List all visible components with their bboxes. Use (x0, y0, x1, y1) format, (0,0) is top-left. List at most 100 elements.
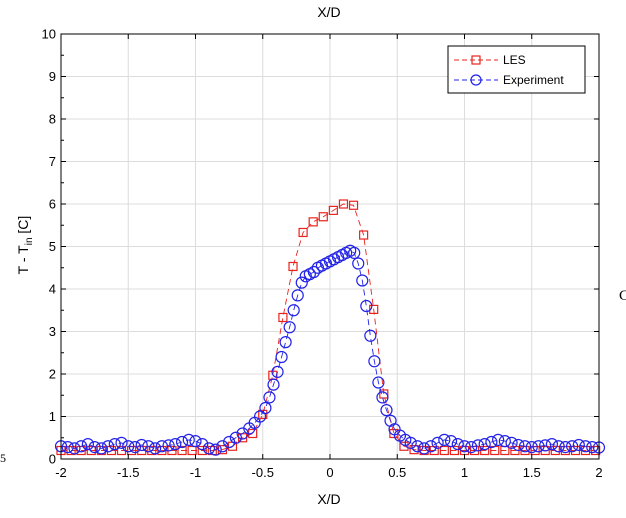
data-point-experiment (61, 441, 74, 454)
data-point-experiment (525, 441, 538, 454)
x-tick-label: 2 (595, 465, 602, 480)
data-point-experiment (101, 440, 115, 453)
data-point-les (348, 200, 359, 210)
data-point-experiment (380, 404, 393, 417)
x-tick-label: 1 (461, 465, 468, 480)
data-point-experiment (271, 365, 284, 378)
y-axis-title-subscript: in (24, 237, 35, 245)
data-point-experiment (202, 442, 216, 455)
data-point-experiment (135, 438, 148, 452)
data-point-les (308, 217, 318, 227)
data-point-experiment (505, 436, 518, 449)
data-point-experiment (253, 410, 267, 423)
y-tick-labels: 0 1 2 3 4 5 6 7 8 9 10 (42, 27, 56, 467)
data-point-experiment (196, 438, 209, 451)
data-point-experiment (360, 299, 373, 313)
y-tick-label: 4 (49, 282, 56, 297)
top-axis-label: X/D (317, 4, 340, 20)
y-tick-label: 3 (49, 324, 56, 339)
data-point-les (278, 312, 288, 323)
legend-box (447, 45, 586, 94)
x-axis-title: X/D (317, 491, 340, 507)
data-point-experiment (471, 439, 485, 452)
data-point-les (298, 227, 308, 238)
data-point-les (591, 445, 601, 456)
data-point-experiment (155, 440, 168, 453)
data-point-experiment (263, 391, 276, 404)
y-tick-label: 6 (49, 197, 56, 212)
data-point-experiment (162, 439, 175, 452)
data-point-experiment (95, 442, 108, 455)
data-point-experiment (498, 435, 511, 448)
data-point-les (379, 389, 389, 399)
data-point-experiment (376, 391, 389, 404)
data-point-experiment (352, 257, 365, 270)
data-point-les (550, 445, 560, 456)
x-tick-label: 1.5 (523, 465, 541, 480)
legend-experiment-label: Experiment (503, 73, 564, 87)
x-tick-labels: -2 -1.5 -1 -0.5 0 0.5 1 1.5 2 (55, 465, 602, 480)
data-point-les (177, 445, 187, 456)
data-point-experiment (404, 436, 417, 449)
data-point-les (288, 261, 298, 272)
data-point-experiment (512, 438, 525, 452)
y-tick-label: 0 (49, 452, 56, 467)
right-edge-fragment: C (619, 288, 626, 304)
data-point-les (449, 445, 460, 456)
data-point-experiment (368, 355, 381, 368)
data-point-experiment (532, 440, 545, 453)
y-axis-title-unit: [C] (15, 216, 31, 238)
y-tick-label: 10 (42, 27, 56, 42)
data-point-experiment (431, 436, 444, 449)
data-point-experiment (128, 441, 142, 454)
data-point-les (318, 212, 328, 222)
data-point-experiment (75, 440, 88, 453)
data-point-experiment (356, 274, 369, 287)
data-point-experiment (88, 441, 101, 454)
data-point-experiment (364, 329, 377, 342)
data-point-experiment (559, 441, 572, 454)
data-point-experiment (68, 442, 81, 455)
data-point-experiment (279, 336, 292, 349)
data-point-experiment (122, 440, 135, 453)
data-point-experiment (539, 439, 552, 452)
data-point-experiment (287, 304, 300, 317)
legend: LES Experiment (447, 45, 586, 94)
y-tick-label: 5 (49, 239, 56, 254)
data-point-experiment (372, 376, 385, 389)
data-point-experiment (485, 435, 498, 449)
series-experiment (54, 244, 606, 456)
data-point-experiment (209, 443, 222, 456)
data-point-experiment (216, 440, 229, 453)
series-line-experiment (60, 250, 600, 451)
data-point-les (369, 304, 379, 314)
data-point-les (66, 445, 76, 456)
data-point-experiment (229, 431, 242, 444)
data-point-experiment (81, 438, 95, 451)
data-point-experiment (586, 441, 599, 454)
series-layer (54, 199, 606, 456)
data-point-les (197, 445, 207, 456)
x-tick-label: -1.5 (117, 465, 139, 480)
x-tick-label: 0.5 (388, 465, 406, 480)
data-point-experiment (348, 246, 361, 259)
data-point-experiment (267, 378, 280, 391)
data-point-experiment (108, 438, 121, 451)
data-point-les (328, 205, 338, 215)
data-point-experiment (492, 433, 505, 446)
data-point-experiment (438, 433, 451, 446)
data-point-experiment (458, 440, 471, 453)
data-point-les (258, 409, 268, 419)
data-point-experiment (142, 440, 155, 453)
axis-ticks (60, 33, 600, 460)
legend-entry-les: LES (454, 53, 526, 67)
data-point-experiment (418, 442, 431, 455)
y-tick-label: 8 (49, 112, 56, 127)
data-point-experiment (295, 276, 308, 289)
y-axis-title: T - Tin [C] (15, 216, 35, 275)
data-point-les (399, 441, 409, 451)
x-tick-label: -1 (190, 465, 202, 480)
y-tick-label: 7 (49, 154, 56, 169)
data-point-les (338, 199, 349, 209)
data-point-experiment (411, 440, 424, 453)
